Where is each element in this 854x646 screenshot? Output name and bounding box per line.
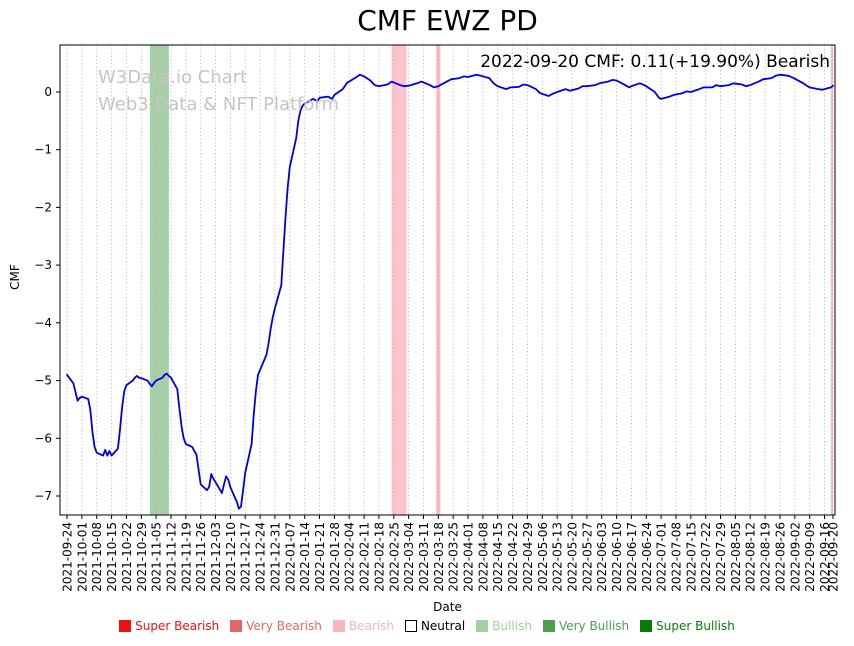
sentiment-legend: Super Bearish Very Bearish Bearish Neutral B… — [0, 619, 854, 633]
x-tick-label: 2022-07-15 — [684, 522, 698, 592]
legend-label: Super Bearish — [135, 619, 220, 633]
x-tick-label: 2022-07-22 — [699, 522, 713, 592]
x-tick-label: 2022-04-01 — [462, 522, 476, 592]
legend-swatch-icon — [230, 620, 243, 632]
x-tick-label: 2022-05-13 — [551, 522, 565, 592]
legend-label: Super Bullish — [656, 619, 735, 633]
y-tick-label: −2 — [34, 200, 52, 214]
legend-item-super-bullish: Super Bullish — [640, 619, 735, 633]
legend-swatch-icon — [332, 620, 345, 632]
x-tick-label: 2021-10-15 — [105, 522, 119, 592]
x-tick-label: 2022-04-15 — [491, 522, 505, 592]
watermark-line-1: W3Data.io Chart — [98, 67, 248, 88]
x-tick-label: 2022-09-20 — [827, 522, 841, 592]
x-tick-label: 2022-01-28 — [328, 522, 342, 592]
y-tick-label: −5 — [34, 374, 52, 388]
x-tick-label: 2021-12-24 — [254, 522, 268, 592]
legend-item-bullish: Bullish — [476, 619, 532, 633]
x-tick-label: 2021-10-08 — [90, 522, 104, 592]
y-tick-label: −6 — [34, 431, 52, 445]
legend-swatch-icon — [476, 620, 489, 632]
x-tick-label: 2022-06-24 — [640, 522, 654, 592]
x-tick-label: 2022-09-02 — [788, 522, 802, 592]
x-tick-label: 2022-08-26 — [774, 522, 788, 592]
y-tick-label: −4 — [34, 316, 52, 330]
x-tick-label: 2022-08-12 — [744, 522, 758, 592]
x-tick-label: 2022-04-08 — [476, 522, 490, 592]
y-axis-label: CMF — [7, 264, 22, 290]
legend-label: Neutral — [420, 619, 466, 633]
x-tick-label: 2022-07-08 — [670, 522, 684, 592]
x-tick-label: 2022-03-18 — [432, 522, 446, 592]
sentiment-band-bearish — [830, 45, 833, 515]
x-tick-label: 2022-02-25 — [387, 522, 401, 592]
axes-border — [59, 44, 836, 516]
legend-item-very-bearish: Very Bearish — [230, 619, 322, 633]
x-tick-label: 2022-03-25 — [447, 522, 461, 592]
x-tick-label: 2022-04-22 — [506, 522, 520, 592]
x-tick-label: 2021-12-31 — [268, 522, 282, 592]
legend-label: Bullish — [492, 619, 532, 633]
x-tick-label: 2021-12-17 — [239, 522, 253, 592]
y-tick-label: −7 — [34, 489, 52, 503]
legend-label: Bearish — [348, 619, 394, 633]
x-tick-label: 2022-09-09 — [803, 522, 817, 592]
x-tick-label: 2021-11-26 — [194, 522, 208, 592]
y-tick-label: −3 — [34, 258, 52, 272]
y-tick-label: −1 — [34, 143, 52, 157]
x-tick-label: 2022-02-04 — [343, 522, 357, 592]
x-tick-label: 2022-06-17 — [625, 522, 639, 592]
x-tick-label: 2022-07-29 — [714, 522, 728, 592]
legend-swatch-icon — [542, 620, 555, 632]
legend-swatch-icon — [640, 620, 653, 632]
legend-item-neutral: Neutral — [404, 619, 466, 633]
y-tick-label: 0 — [44, 85, 52, 99]
sentiment-band-bullish — [149, 45, 169, 515]
sentiment-band-bearish — [391, 45, 407, 515]
x-tick-label: 2022-01-21 — [313, 522, 327, 592]
x-tick-label: 2022-02-18 — [372, 522, 386, 592]
x-tick-label: 2022-05-27 — [580, 522, 594, 592]
x-tick-label: 2022-06-03 — [595, 522, 609, 592]
x-tick-label: 2021-12-10 — [224, 522, 238, 592]
x-tick-label: 2022-03-04 — [402, 522, 416, 592]
x-tick-label: 2022-09-16 — [818, 522, 832, 592]
x-tick-label: 2022-03-11 — [417, 522, 431, 592]
legend-item-super-bearish: Super Bearish — [119, 619, 219, 633]
x-tick-label: 2022-06-10 — [610, 522, 624, 592]
x-tick-label: 2021-11-12 — [165, 522, 179, 592]
x-tick-label: 2022-01-14 — [298, 522, 312, 592]
x-tick-label: 2022-04-29 — [521, 522, 535, 592]
x-tick-label: 2022-07-01 — [655, 522, 669, 592]
legend-item-bearish: Bearish — [332, 619, 394, 633]
x-tick-label: 2021-11-05 — [150, 522, 164, 592]
watermark-line-2: Web3 Data & NFT Platform — [98, 94, 340, 115]
x-tick-label: 2022-01-07 — [283, 522, 297, 592]
legend-swatch-icon — [404, 620, 417, 632]
legend-label: Very Bearish — [246, 619, 322, 633]
chart-title: CMF EWZ PD — [357, 4, 538, 37]
x-tick-label: 2021-10-22 — [120, 522, 134, 592]
latest-value-annotation: 2022-09-20 CMF: 0.11(+19.90%) Bearish — [480, 52, 830, 72]
x-tick-label: 2022-08-05 — [729, 522, 743, 592]
x-tick-label: 2021-09-24 — [61, 522, 75, 592]
x-tick-label: 2022-05-06 — [536, 522, 550, 592]
legend-label: Very Bullish — [558, 619, 630, 633]
legend-swatch-icon — [119, 620, 132, 632]
x-tick-label: 2022-05-20 — [566, 522, 580, 592]
x-axis-label: Date — [433, 600, 462, 614]
legend-item-very-bullish: Very Bullish — [542, 619, 630, 633]
x-tick-label: 2021-11-19 — [179, 522, 193, 592]
x-tick-label: 2022-08-19 — [759, 522, 773, 592]
watermark: W3Data.io Chart Web3 Data & NFT Platform — [98, 64, 339, 118]
cmf-line — [66, 73, 834, 510]
x-tick-label: 2021-10-01 — [75, 522, 89, 592]
x-tick-label: 2021-10-29 — [135, 522, 149, 592]
x-tick-label: 2022-02-11 — [358, 522, 372, 592]
x-tick-label: 2021-12-03 — [209, 522, 223, 592]
